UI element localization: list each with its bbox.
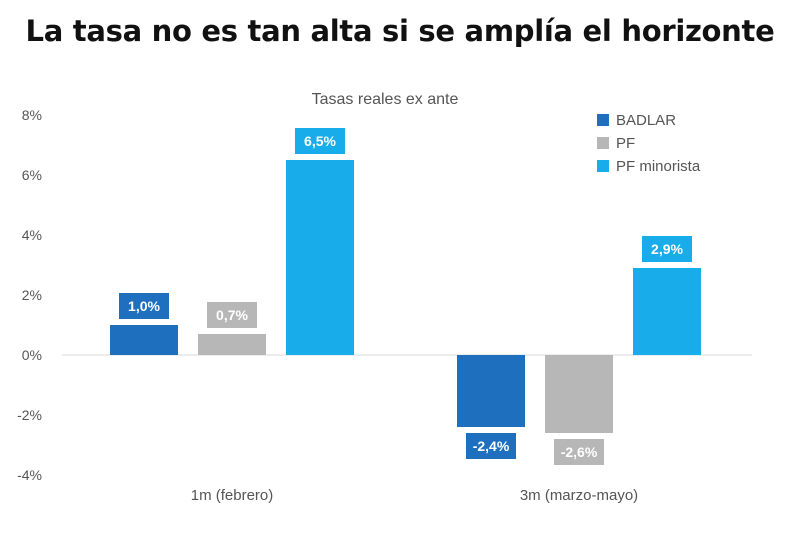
bars: 1,0% 0,7% 6,5% -2,4% -2,6% 2,9% [110,128,701,465]
y-axis: 8% 6% 4% 2% 0% -2% -4% [17,107,42,483]
data-label-box [207,302,257,328]
y-tick-label: -4% [17,467,42,483]
legend-swatch-pf-minorista [597,160,609,172]
y-tick-label: 8% [22,107,42,123]
bar-pf-minorista-2 [633,268,701,355]
headline: La tasa no es tan alta si se amplía el h… [25,14,775,48]
data-label-box [119,293,169,319]
data-label: 1,0% [128,298,160,314]
x-tick-label: 1m (febrero) [191,487,274,504]
bar-badlar-2 [457,355,525,427]
bar-badlar-1 [110,325,178,355]
legend-label-pf-minorista: PF minorista [616,158,701,175]
bar-pf-minorista-1 [286,160,354,355]
data-label: 0,7% [216,307,248,323]
data-label: -2,4% [473,438,510,454]
y-tick-label: -2% [17,407,42,423]
data-label: -2,6% [561,444,598,460]
data-label-box [295,128,345,154]
legend-swatch-pf [597,137,609,149]
y-tick-label: 6% [22,167,42,183]
bar-pf-2 [545,355,613,433]
data-label-box [554,439,604,465]
legend: BADLAR PF PF minorista [597,112,701,175]
data-label-box [466,433,516,459]
y-tick-label: 0% [22,347,42,363]
y-tick-label: 4% [22,227,42,243]
x-axis: 1m (febrero) 3m (marzo-mayo) [191,487,638,504]
legend-swatch-badlar [597,114,609,126]
data-label: 2,9% [651,241,683,257]
bar-pf-1 [198,334,266,355]
chart-title: Tasas reales ex ante [312,91,459,108]
y-tick-label: 2% [22,287,42,303]
data-label-box [642,236,692,262]
legend-label-badlar: BADLAR [616,112,676,129]
legend-label-pf: PF [616,135,635,152]
data-label: 6,5% [304,133,336,149]
x-tick-label: 3m (marzo-mayo) [520,487,638,504]
